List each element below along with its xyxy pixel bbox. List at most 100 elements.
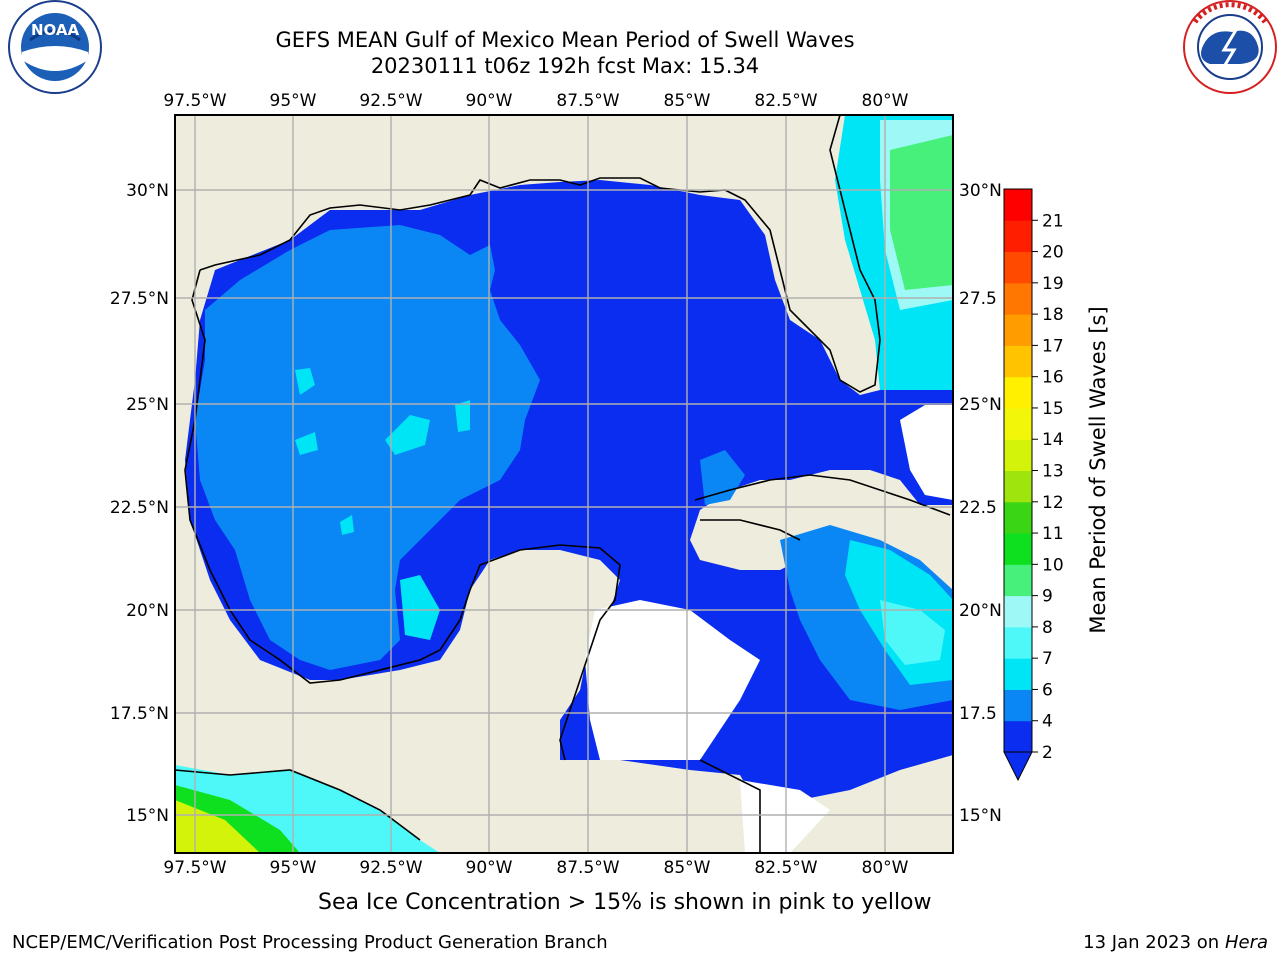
lon-tick-top: 82.5°W <box>754 91 817 111</box>
lon-tick-bottom: 90°W <box>466 858 513 878</box>
swell-patch-cyan-5 <box>455 400 470 432</box>
lon-tick-bottom: 95°W <box>270 858 317 878</box>
footer-date: 13 Jan 2023 on Hera <box>1083 932 1268 953</box>
colorbar-segment <box>1004 345 1032 378</box>
lon-tick-bottom: 80°W <box>862 858 909 878</box>
colorbar-segment <box>1004 720 1032 753</box>
colorbar-segment <box>1004 533 1032 565</box>
colorbar-tick-label: 13 <box>1042 462 1064 482</box>
nws-logo <box>1183 0 1277 94</box>
lat-tick-left: 22.5°N <box>110 498 169 518</box>
lat-tick-right: 25°N <box>959 395 1002 415</box>
colorbar-tick-label: 18 <box>1042 305 1064 325</box>
lat-tick-left: 30°N <box>126 181 169 201</box>
lon-tick-bottom: 85°W <box>664 858 711 878</box>
lon-tick-top: 87.5°W <box>556 91 619 111</box>
colorbar-tick-label: 7 <box>1042 649 1053 669</box>
colorbar-tick-label: 12 <box>1042 493 1064 513</box>
noaa-logo: NOAA <box>8 0 102 94</box>
colorbar-tick-label: 15 <box>1042 399 1064 419</box>
lat-tick-right: 22.5 <box>959 498 997 518</box>
lat-tick-right: 27.5 <box>959 289 997 309</box>
footer-host: Hera <box>1224 932 1268 953</box>
lat-tick-right: 17.5 <box>959 704 997 724</box>
colorbar-tick-label: 19 <box>1042 274 1064 294</box>
lon-ticks-bottom: 97.5°W 95°W 92.5°W 90°W 87.5°W 85°W 82.5… <box>163 858 908 878</box>
colorbar-segment <box>1004 595 1032 628</box>
colorbar-tick-label: 14 <box>1042 430 1064 450</box>
lon-tick-top: 97.5°W <box>163 91 226 111</box>
colorbar-label: Mean Period of Swell Waves [s] <box>1086 306 1110 633</box>
swell-patch-cyan-1 <box>295 368 315 395</box>
lat-tick-right: 30°N <box>959 181 1002 201</box>
swell-patch-cyan-4 <box>295 432 318 455</box>
east-gulf-swell-patch <box>700 450 745 505</box>
colorbar-segment <box>1004 314 1032 346</box>
colorbar: 2 4 6 7 8 9 10 11 12 13 14 15 16 17 18 19 20 21 <box>1003 188 1064 782</box>
map-frame <box>174 114 954 854</box>
lon-tick-bottom: 82.5°W <box>754 858 817 878</box>
colorbar-tick-label: 9 <box>1042 587 1053 607</box>
lat-ticks-right: 30°N 27.5 25°N 22.5 20°N 17.5 15°N <box>959 181 1002 826</box>
graticule <box>175 115 953 853</box>
colorbar-segment <box>1004 658 1032 690</box>
colorbar-tick-label: 4 <box>1042 712 1053 732</box>
no-data-region-1 <box>585 600 760 760</box>
lon-tick-top: 80°W <box>862 91 909 111</box>
lat-tick-left: 25°N <box>126 395 169 415</box>
pacific-swell-yellow <box>175 800 260 853</box>
colorbar-segment <box>1004 689 1032 722</box>
colorbar-segment <box>1004 189 1032 221</box>
colorbar-tick-label: 8 <box>1042 618 1053 638</box>
colorbar-segment <box>1004 376 1032 409</box>
lon-tick-bottom: 87.5°W <box>556 858 619 878</box>
no-data-region-3 <box>900 405 953 500</box>
lon-tick-bottom: 97.5°W <box>163 858 226 878</box>
chart-title: GEFS MEAN Gulf of Mexico Mean Period of … <box>275 28 855 52</box>
footer-date-text: 13 Jan 2023 on <box>1083 932 1225 953</box>
lat-tick-left: 20°N <box>126 601 169 621</box>
colorbar-segment <box>1004 470 1032 503</box>
colorbar-segment <box>1004 251 1032 284</box>
colorbar-segment <box>1004 220 1032 253</box>
noaa-logo-text: NOAA <box>31 21 80 39</box>
swell-patch-cyan-2 <box>385 415 430 455</box>
lat-tick-right: 15°N <box>959 806 1002 826</box>
lat-tick-left: 15°N <box>126 806 169 826</box>
colorbar-tick-label: 20 <box>1042 243 1064 263</box>
swell-patch-cyan-6 <box>340 515 354 535</box>
lat-tick-right: 20°N <box>959 601 1002 621</box>
atlantic-swell-green <box>890 135 953 290</box>
colorbar-tick-label: 6 <box>1042 680 1053 700</box>
colorbar-segment <box>1004 501 1032 534</box>
colorbar-tick-label: 11 <box>1042 524 1064 544</box>
lat-ticks-left: 30°N 27.5°N 25°N 22.5°N 20°N 17.5°N 15°N <box>110 181 169 826</box>
swell-patch-cyan-3 <box>400 575 440 640</box>
lon-ticks-top: 97.5°W 95°W 92.5°W 90°W 87.5°W 85°W 82.5… <box>163 91 908 111</box>
lon-tick-top: 95°W <box>270 91 317 111</box>
gulf-interior-swell <box>195 225 540 670</box>
lon-tick-top: 85°W <box>664 91 711 111</box>
lat-tick-left: 27.5°N <box>110 289 169 309</box>
caribbean-swell-light <box>880 600 945 665</box>
colorbar-segment <box>1004 439 1032 471</box>
colorbar-tick-label: 17 <box>1042 336 1064 356</box>
colorbar-tick-label: 16 <box>1042 368 1064 388</box>
colorbar-segment <box>1004 564 1032 597</box>
lon-tick-top: 90°W <box>466 91 513 111</box>
lon-tick-top: 92.5°W <box>359 91 422 111</box>
chart-subtitle: 20230111 t06z 192h fcst Max: 15.34 <box>370 54 760 78</box>
lat-tick-left: 17.5°N <box>110 704 169 724</box>
colorbar-segment <box>1004 407 1032 440</box>
colorbar-tick-label: 21 <box>1042 211 1064 231</box>
lon-tick-bottom: 92.5°W <box>359 858 422 878</box>
colorbar-tick-label: 10 <box>1042 555 1064 575</box>
map-area <box>175 115 953 853</box>
footer-credit: NCEP/EMC/Verification Post Processing Pr… <box>12 932 608 953</box>
colorbar-segment <box>1004 626 1032 659</box>
colorbar-tick-label: 2 <box>1042 743 1053 763</box>
colorbar-extend-arrow <box>1003 751 1033 782</box>
colorbar-segment <box>1004 282 1032 315</box>
ice-note: Sea Ice Concentration > 15% is shown in … <box>318 890 932 915</box>
